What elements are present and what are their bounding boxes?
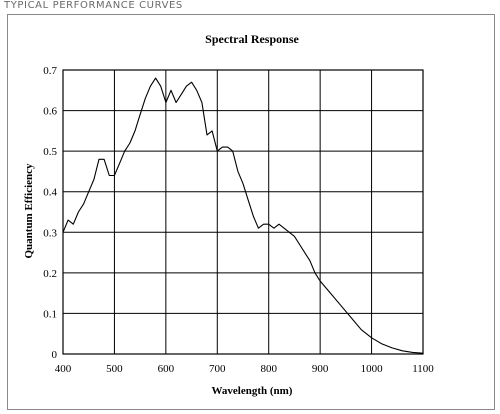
y-tick-label: 0.4 (43, 187, 57, 199)
x-tick-label: 1100 (412, 363, 434, 375)
x-tick-label: 600 (158, 363, 175, 375)
x-axis-label: Wavelength (nm) (212, 385, 293, 397)
x-tick-label: 1000 (361, 363, 384, 375)
y-tick-label: 0.3 (43, 227, 57, 239)
y-tick-label: 0.1 (43, 308, 57, 320)
chart-title: Spectral Response (205, 32, 299, 46)
y-tick-label: 0.5 (43, 146, 57, 158)
grid (62, 69, 424, 355)
y-tick-labels: 0 0.1 0.2 0.3 0.4 0.5 0.6 0.7 (43, 65, 57, 361)
y-tick-label: 0.2 (43, 268, 57, 280)
x-tick-labels: 400 500 600 700 800 900 1000 1100 (55, 363, 435, 375)
y-tick-label: 0.7 (43, 65, 57, 77)
x-tick-label: 400 (55, 363, 72, 375)
chart-frame: Spectral Response 400 500 600 700 800 900 1000… (7, 14, 495, 410)
spectral-response-chart: Spectral Response 400 500 600 700 800 900 1000… (23, 32, 435, 397)
x-tick-label: 500 (106, 363, 123, 375)
x-tick-label: 700 (209, 363, 226, 375)
series-line (62, 77, 424, 354)
x-tick-label: 900 (312, 363, 329, 375)
y-axis-label: Quantum Efficiency (23, 163, 35, 259)
y-tick-label: 0.6 (43, 106, 57, 118)
plot-area (62, 77, 424, 354)
section-header: TYPICAL PERFORMANCE CURVES (4, 0, 183, 11)
plot-border (62, 69, 424, 355)
y-tick-label: 0 (52, 349, 58, 361)
x-tick-label: 800 (260, 363, 277, 375)
